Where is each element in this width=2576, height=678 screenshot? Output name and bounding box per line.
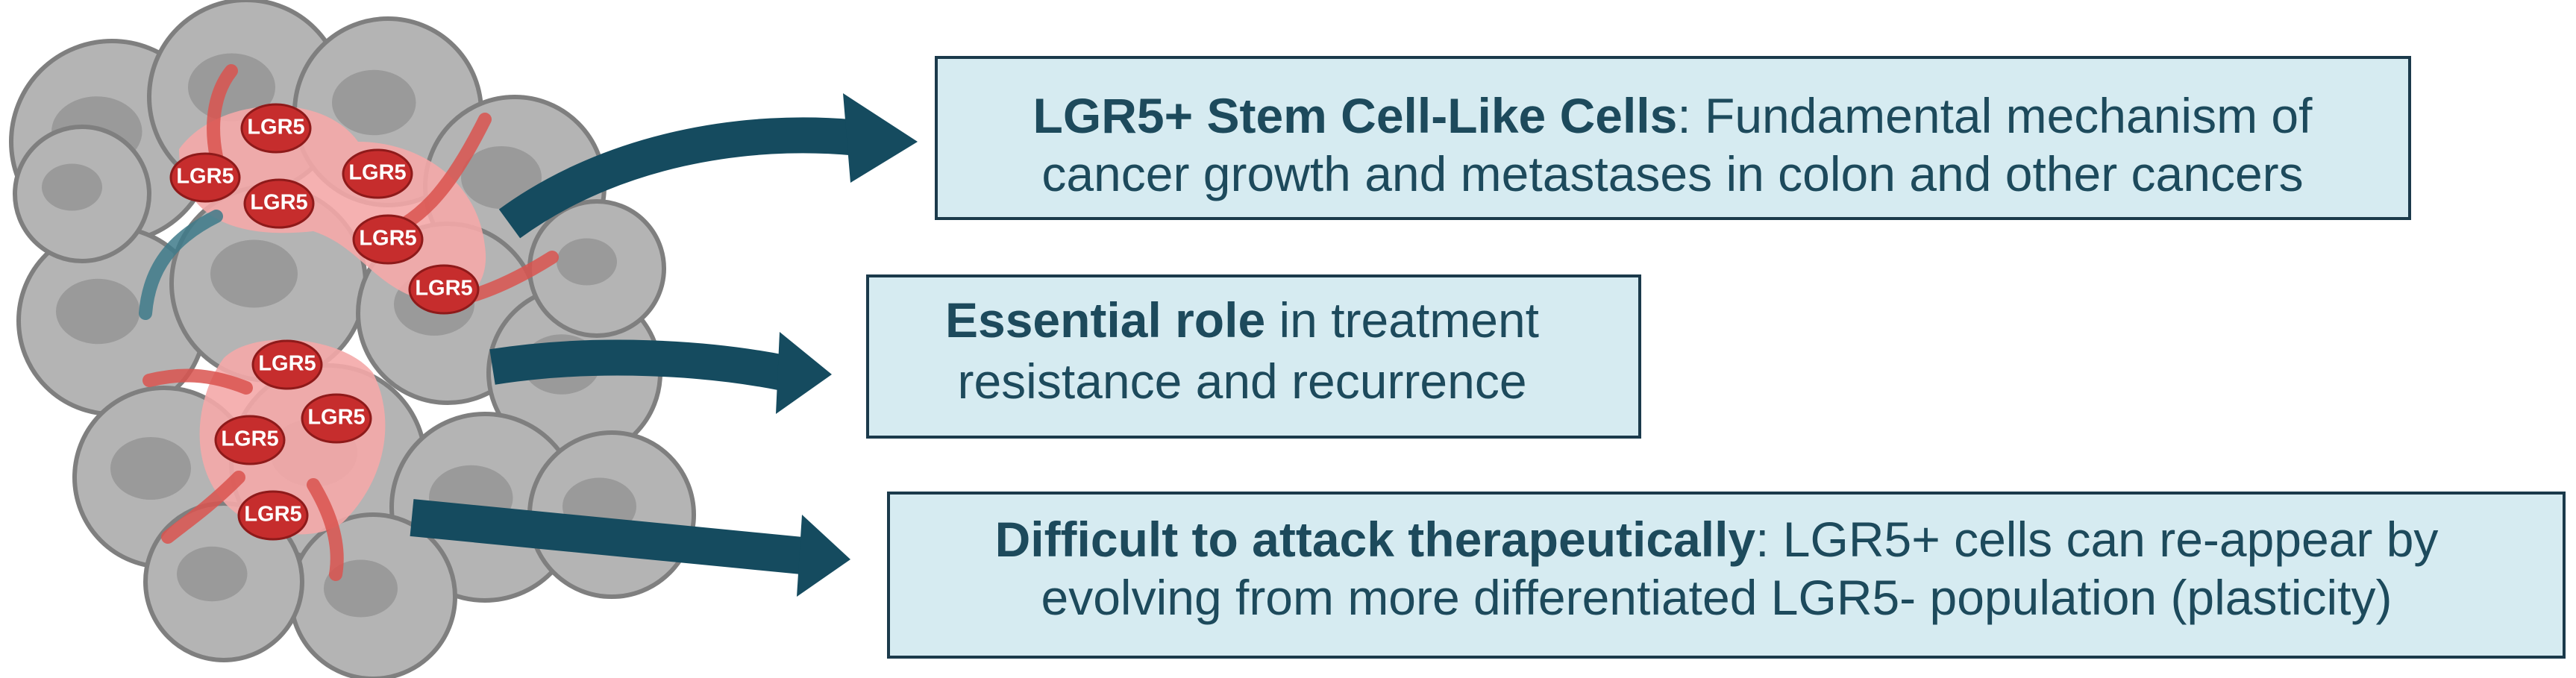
bold-text: Difficult to attack therapeutically [995,512,1756,567]
box-line: LGR5+ Stem Cell-Like Cells: Fundamental … [1033,88,2313,143]
lgr5-marker [214,415,286,465]
box-line: evolving from more differentiated LGR5- … [1041,570,2392,625]
nucleus [177,546,248,602]
text-box [887,492,2566,659]
box-line: Difficult to attack therapeutically: LGR… [995,512,2439,567]
lgr5-marker [169,152,241,203]
text-box [935,56,2411,220]
lgr5-label: LGR5 [258,352,316,376]
box-line: Essential role in treatment [945,292,1539,348]
small-arrow [307,478,344,581]
lgr5-marker [342,148,413,199]
lgr5-label: LGR5 [221,427,278,451]
lgr5-marker [251,339,323,390]
arrow-head [776,332,832,414]
lgr5-label: LGR5 [415,277,472,301]
nucleus [56,278,140,345]
nucleus [110,437,191,500]
lgr5-label: LGR5 [250,191,307,215]
lgr5-marker [240,103,312,154]
nucleus [210,239,298,308]
text-box [866,274,1641,439]
lgr5-label: LGR5 [307,406,365,430]
text: in treatment [1265,292,1539,348]
small-arrow [207,64,238,163]
nucleus [42,163,102,211]
lgr5-label: LGR5 [247,116,304,139]
lgr5-marker [352,214,424,265]
nucleus [557,238,617,286]
lgr5-label: LGR5 [348,161,406,185]
lgr5-label: LGR5 [359,227,416,251]
lgr5-marker [237,490,309,541]
bold-text: Essential role [945,292,1265,348]
arrow-head [843,93,918,183]
arrows [410,93,918,597]
small-arrow [139,210,223,320]
nucleus [332,69,416,136]
bold-text: LGR5+ Stem Cell-Like Cells [1033,88,1678,143]
small-arrow [142,368,253,395]
arrow-head [797,515,850,597]
lgr5-label: LGR5 [244,503,301,527]
nucleus [461,146,542,209]
lgr5-marker [408,264,480,315]
arrow [489,339,787,391]
small-arrow [161,471,245,544]
lgr5-label: LGR5 [176,165,234,189]
cell-cluster: LGR5 LGR5 LGR5 LGR5 LGR5 LGR5 LGR5 LGR5 LGR5 LGR5 [9,0,696,678]
text: : LGR5+ cells can re-appear by [1755,512,2438,567]
lgr5-marker [243,178,315,229]
lgr5-marker [301,393,372,444]
arrow [410,499,804,574]
arrow [498,117,860,239]
text: : Fundamental mechanism of [1677,88,2313,143]
box-line: cancer growth and metastases in colon an… [1041,146,2303,201]
box-line: resistance and recurrence [957,354,1526,409]
